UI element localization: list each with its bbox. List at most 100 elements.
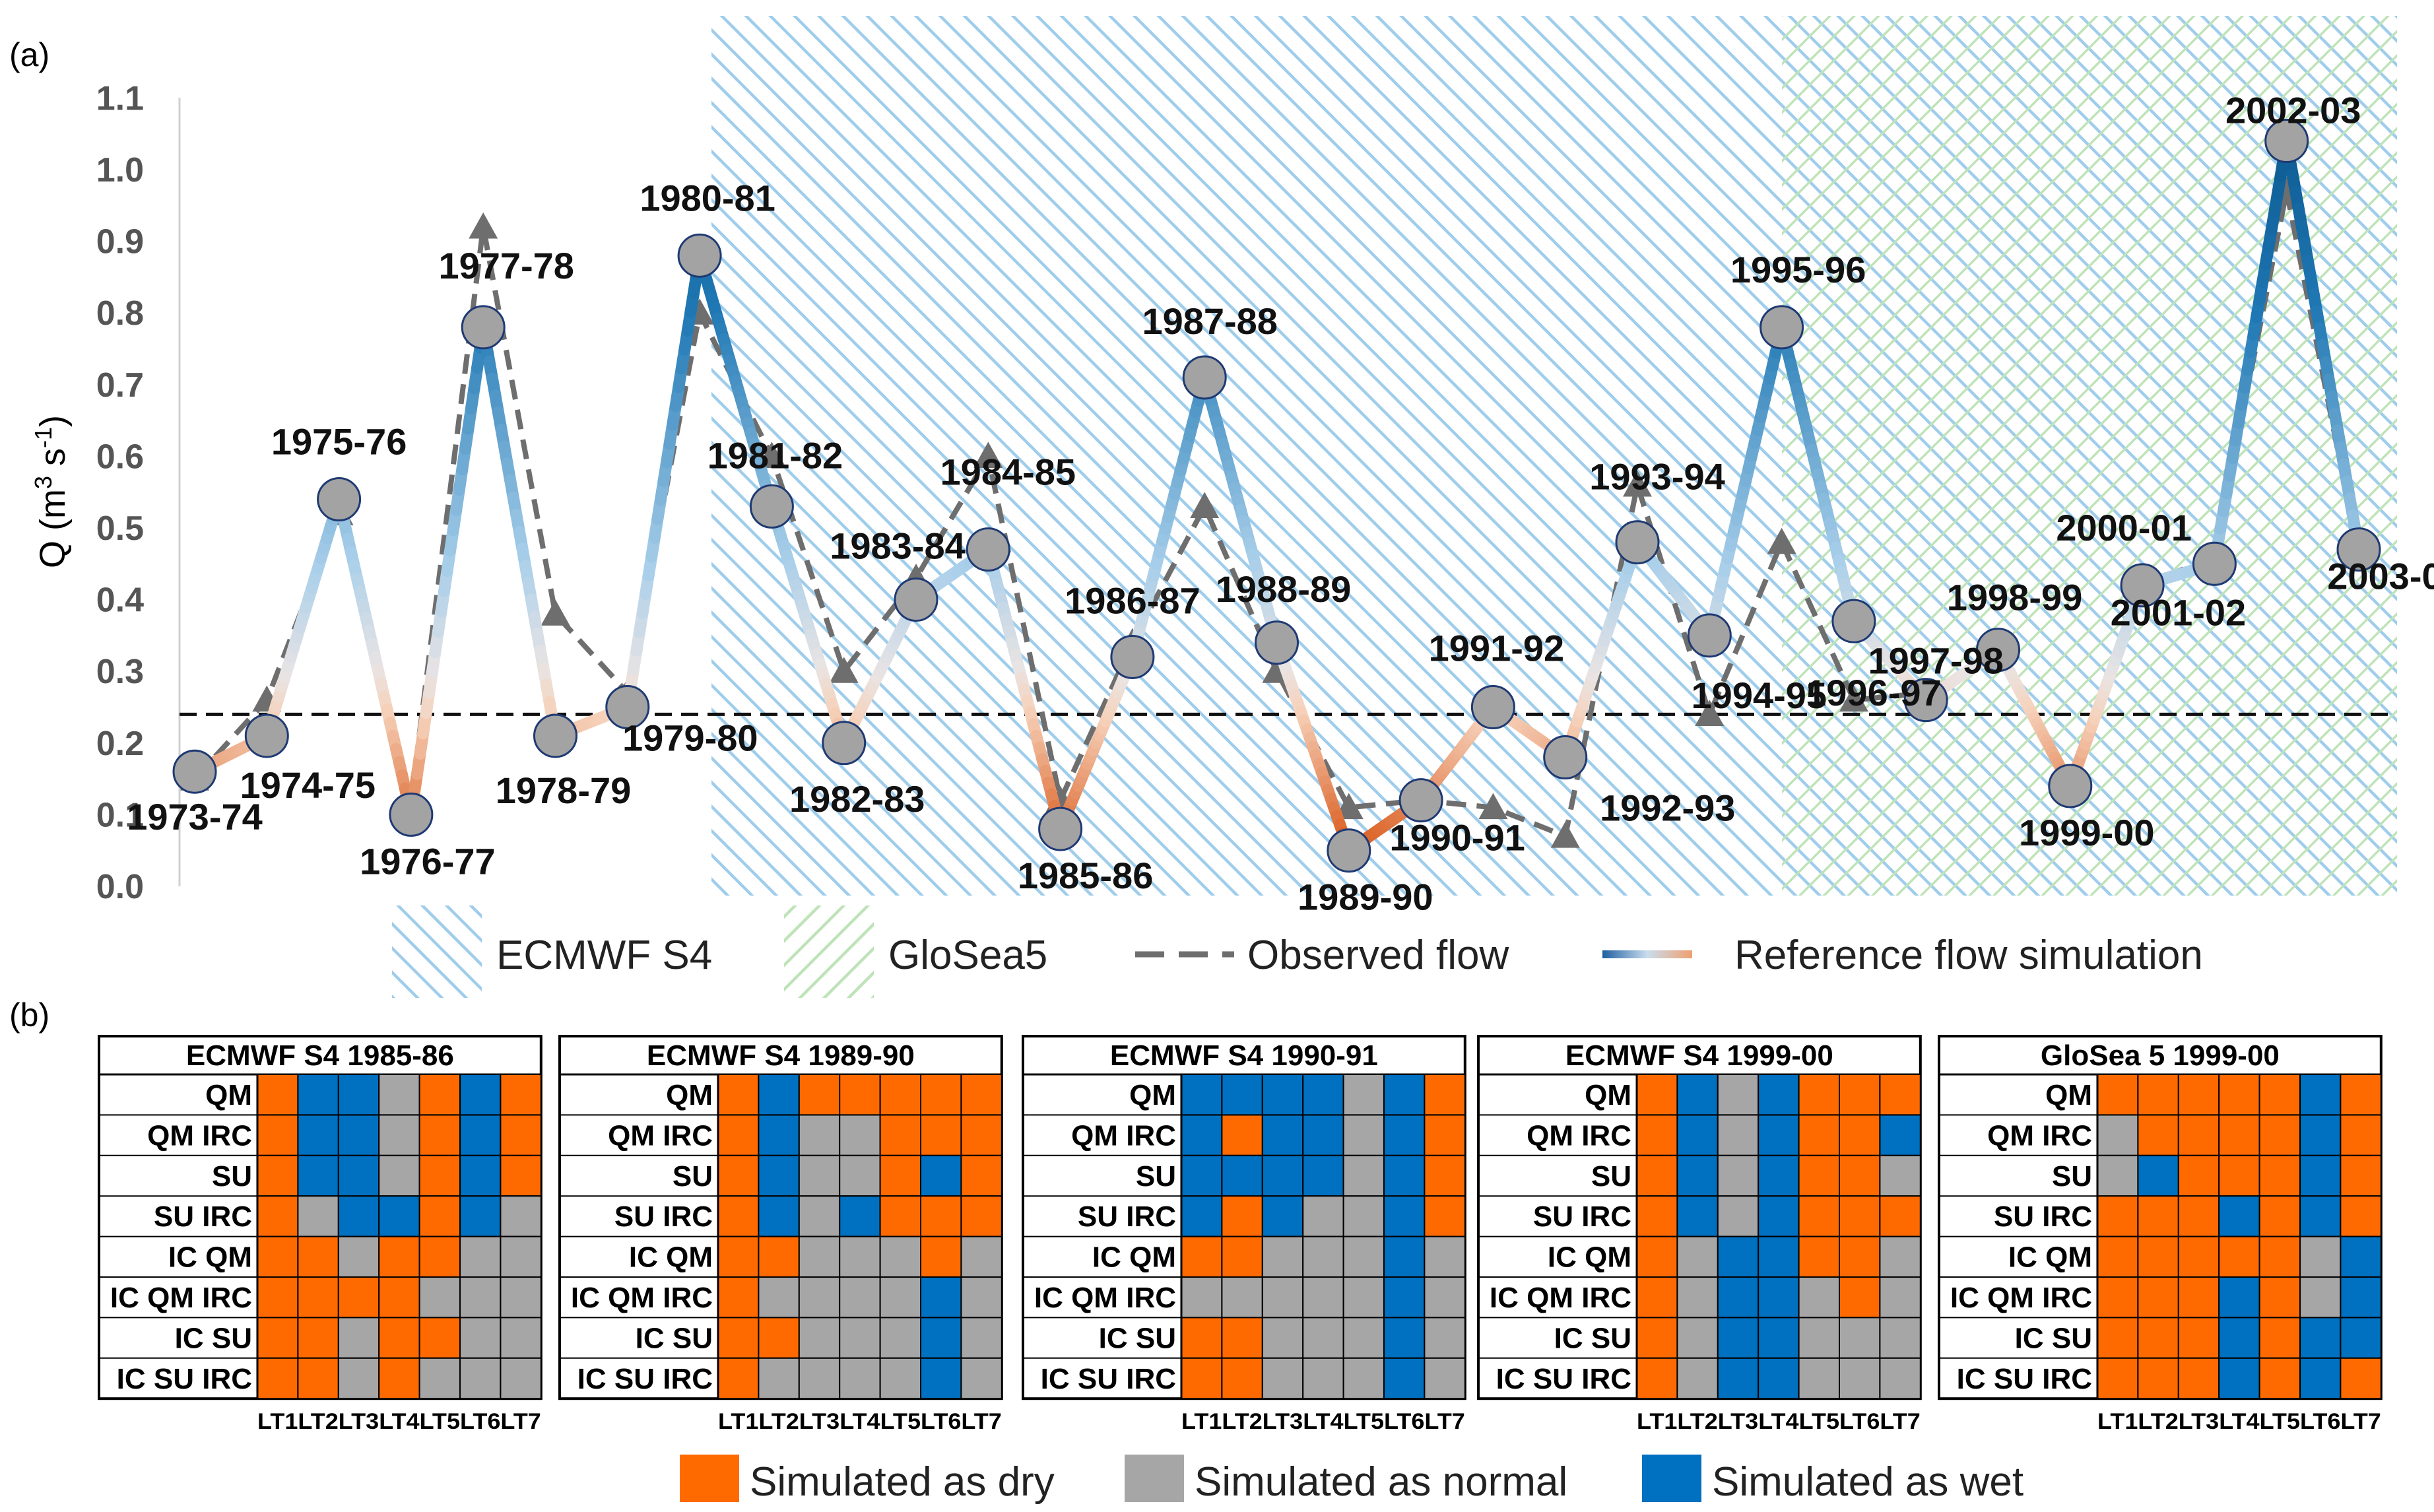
year-label: 1998-99 <box>1947 577 2083 618</box>
heatmap-cell <box>418 1074 461 1116</box>
heatmap-cell <box>1717 1114 1760 1156</box>
heatmap-cell <box>378 1357 420 1400</box>
year-label: 1986-87 <box>1065 579 1201 621</box>
heatmap-cell <box>1879 1195 1921 1237</box>
heatmap-cell <box>2218 1114 2260 1156</box>
heatmap-cell <box>1758 1074 1800 1116</box>
heatmap-cell <box>1424 1357 1466 1400</box>
y-tick-label: 0.5 <box>96 509 144 548</box>
heatmap-cell <box>2218 1276 2260 1319</box>
heatmap-cell <box>1302 1317 1344 1359</box>
heatmap-cell <box>1676 1276 1719 1319</box>
heatmap-cell <box>879 1317 921 1359</box>
year-label: 1994-95 <box>1692 674 1827 716</box>
heatmap-cell <box>1798 1074 1841 1116</box>
heatmap-row-label: SU IRC <box>154 1200 252 1233</box>
heatmap-cell <box>717 1154 760 1197</box>
heatmap-row-label: SU IRC <box>614 1200 713 1233</box>
heatmap-cell <box>1383 1154 1426 1197</box>
year-label: 1983-84 <box>830 525 966 567</box>
heatmap-cell <box>257 1195 299 1237</box>
heatmap-cell <box>1758 1357 1800 1400</box>
heatmap-cell <box>500 1195 542 1237</box>
observed-flow-point <box>1478 793 1508 820</box>
heatmap-cell <box>1342 1357 1385 1400</box>
heatmap-cell <box>378 1235 420 1278</box>
legend-b: Simulated as dry Simulated as normal Sim… <box>680 1455 2023 1505</box>
heatmap-cell <box>1879 1154 1921 1197</box>
heatmap-cell <box>500 1114 542 1156</box>
heatmap-cell <box>1424 1276 1466 1319</box>
heatmap-cell <box>1342 1276 1385 1319</box>
heatmap-cell <box>2340 1195 2382 1237</box>
reference-flow-point <box>1255 620 1299 665</box>
heatmap-cell <box>1636 1195 1678 1237</box>
heatmap-cell <box>257 1317 299 1359</box>
heatmap-cell <box>798 1235 841 1278</box>
heatmap-cell <box>2137 1235 2179 1278</box>
heatmap-cell <box>839 1357 881 1400</box>
observed-flow-point <box>1767 527 1796 554</box>
reference-flow-point <box>389 792 434 837</box>
year-label: 1975-76 <box>271 421 407 463</box>
heatmap-cell <box>337 1154 380 1197</box>
heatmap-cell <box>297 1357 339 1400</box>
heatmap-cell <box>1383 1114 1426 1156</box>
heatmap-row-label: IC SU IRC <box>117 1363 252 1395</box>
heatmap-cell <box>378 1114 420 1156</box>
heatmap-cell <box>1181 1114 1223 1156</box>
heatmap-row-label: IC QM <box>2008 1241 2092 1274</box>
heatmap-cell <box>1221 1317 1263 1359</box>
heatmap-cell <box>1879 1317 1921 1359</box>
heatmap-cell <box>1636 1154 1678 1197</box>
reference-flow-point <box>2336 527 2381 572</box>
heatmap-cell <box>758 1114 800 1156</box>
heatmap-cell <box>459 1114 502 1156</box>
heatmap-row-label: SU IRC <box>1078 1200 1176 1233</box>
heatmap-cell <box>2340 1114 2382 1156</box>
heatmap-cell <box>1676 1357 1719 1400</box>
y-tick-label: 1.1 <box>96 79 144 117</box>
heatmap-cell <box>1758 1154 1800 1197</box>
heatmap-row-label: IC QM <box>1548 1241 1631 1274</box>
reference-flow-point <box>1327 828 1371 873</box>
heatmap-grid: ECMWF S4 1990-91 QM QM IRC SU SU IRC IC QM IC … <box>1022 1035 1466 1434</box>
heatmap-column-labels: LT1LT2LT3LT4LT5LT6LT7 <box>2097 1409 2381 1434</box>
heatmap-cell <box>297 1276 339 1319</box>
heatmap-cell <box>2097 1195 2139 1237</box>
legend-label-wet: Simulated as wet <box>1712 1459 2023 1505</box>
heatmap-row-label: IC SU IRC <box>1496 1363 1631 1395</box>
heatmap-cell <box>2097 1317 2139 1359</box>
heatmap-cell <box>1181 1317 1223 1359</box>
heatmap-cell <box>418 1235 461 1278</box>
reference-flow-point <box>1110 634 1155 679</box>
heatmap-cell <box>2097 1276 2139 1319</box>
heatmap-row-label: QM IRC <box>1987 1119 2092 1152</box>
reference-flow-point <box>1831 599 1876 643</box>
heatmap-cell <box>257 1357 299 1400</box>
heatmap-cell <box>920 1235 962 1278</box>
heatmap-cell <box>960 1317 1003 1359</box>
heatmap-cell <box>1181 1235 1223 1278</box>
heatmap-cell <box>2258 1114 2301 1156</box>
year-label: 1980-81 <box>640 177 775 218</box>
heatmap-cell <box>459 1357 502 1400</box>
y-tick-label: 0.1 <box>96 796 144 834</box>
heatmap-row-label: IC SU <box>175 1322 252 1354</box>
heatmap-cell <box>1181 1154 1223 1197</box>
heatmap-cell <box>920 1276 962 1319</box>
heatmap-cell <box>2177 1317 2220 1359</box>
heatmap-cell <box>1798 1235 1841 1278</box>
heatmap-cell <box>2340 1074 2382 1116</box>
heatmap-cell <box>1758 1235 1800 1278</box>
heatmap-cell <box>459 1154 502 1197</box>
year-label: 2002-03 <box>2225 90 2361 131</box>
heatmap-cell <box>378 1074 420 1116</box>
heatmap-cell <box>798 1276 841 1319</box>
reference-flow-point <box>2264 119 2309 164</box>
heatmap-cell <box>1261 1235 1304 1278</box>
heatmap-cell <box>1798 1317 1841 1359</box>
heatmap-cell <box>1758 1195 1800 1237</box>
reference-flow-point <box>2120 563 2165 608</box>
heatmap-cell <box>2340 1317 2382 1359</box>
